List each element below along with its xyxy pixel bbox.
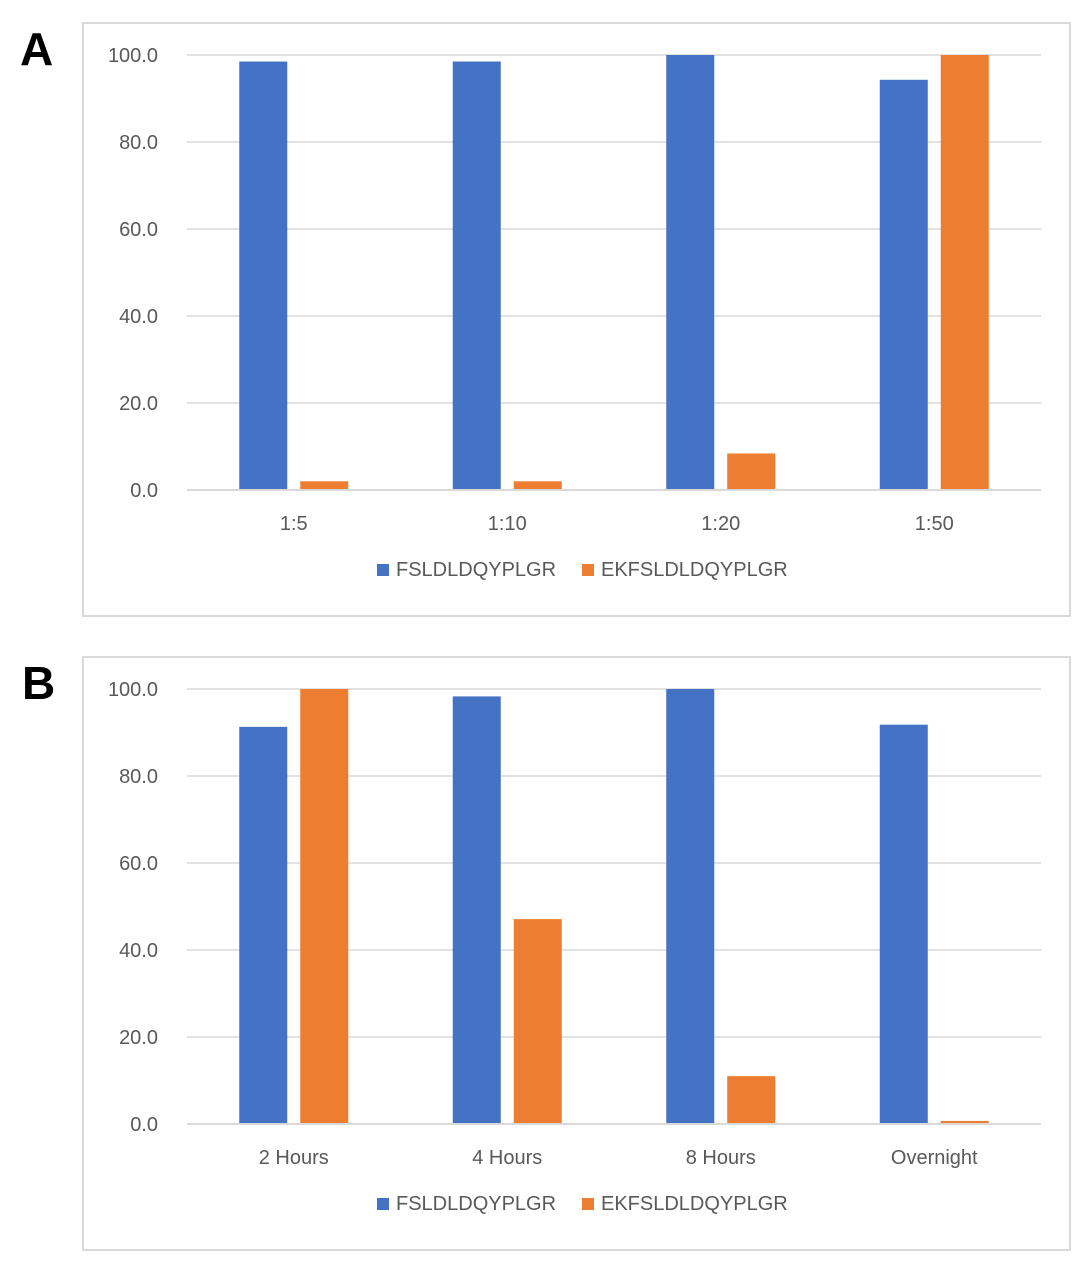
y-tick-label: 0.0 <box>130 480 158 502</box>
legend-swatch <box>582 1198 594 1210</box>
bar-fsldldqyplgr-2 <box>666 55 715 490</box>
y-axis-labels-b: 0.0 20.0 40.0 60.0 80.0 100.0 <box>108 679 158 1136</box>
legend-label: EKFSLDLDQYPLGR <box>601 559 788 581</box>
x-category-label: 1:20 <box>701 513 740 535</box>
bar-ekfsldldqyplgr-1 <box>513 481 562 490</box>
x-category-label: 2 Hours <box>259 1147 329 1169</box>
y-tick-label: 40.0 <box>119 306 158 328</box>
y-axis-labels-a: 0.0 20.0 40.0 60.0 80.0 100.0 <box>108 45 158 502</box>
bar-ekfsldldqyplgr-3 <box>940 55 989 490</box>
bar-ekfsldldqyplgr-3 <box>940 1120 989 1124</box>
legend-label: EKFSLDLDQYPLGR <box>601 1193 788 1215</box>
y-tick-label: 40.0 <box>119 940 158 962</box>
panel-label-b: B <box>22 657 56 709</box>
legend-swatch <box>377 1198 389 1210</box>
panel-label-a: A <box>20 23 54 75</box>
bar-fsldldqyplgr-3 <box>879 79 928 491</box>
legend-b: FSLDLDQYPLGR EKFSLDLDQYPLGR <box>377 1193 788 1215</box>
y-tick-label: 20.0 <box>119 1027 158 1049</box>
bars-b <box>239 689 989 1124</box>
legend-label: FSLDLDQYPLGR <box>396 1193 556 1215</box>
legend-swatch <box>377 564 389 576</box>
bar-ekfsldldqyplgr-1 <box>513 919 562 1124</box>
chart-frame-a: 0.0 20.0 40.0 60.0 80.0 100.0 1:5 1:10 1:20 1:50 F… <box>82 22 1071 617</box>
chart-a-svg: 0.0 20.0 40.0 60.0 80.0 100.0 1:5 1:10 1:20 1:50 F… <box>108 45 1041 581</box>
y-tick-label: 20.0 <box>119 393 158 415</box>
bar-fsldldqyplgr-3 <box>879 724 928 1124</box>
chart-frame-b: 0.0 20.0 40.0 60.0 80.0 100.0 2 Hours 4 Hours 8 … <box>82 656 1071 1251</box>
y-tick-label: 60.0 <box>119 219 158 241</box>
x-category-label: 1:50 <box>915 513 954 535</box>
x-category-label: 4 Hours <box>472 1147 542 1169</box>
x-category-label: 8 Hours <box>686 1147 756 1169</box>
y-tick-label: 0.0 <box>130 1114 158 1136</box>
y-tick-label: 80.0 <box>119 132 158 154</box>
y-tick-label: 60.0 <box>119 853 158 875</box>
y-tick-label: 100.0 <box>108 45 158 67</box>
chart-b-svg: 0.0 20.0 40.0 60.0 80.0 100.0 2 Hours 4 Hours 8 … <box>108 679 1041 1215</box>
legend-a: FSLDLDQYPLGR EKFSLDLDQYPLGR <box>377 559 788 581</box>
bars-a <box>239 55 989 491</box>
x-category-label: 1:5 <box>280 513 308 535</box>
bar-ekfsldldqyplgr-0 <box>300 689 349 1124</box>
bar-ekfsldldqyplgr-2 <box>727 1076 776 1124</box>
bar-ekfsldldqyplgr-2 <box>727 453 776 490</box>
bar-ekfsldldqyplgr-0 <box>300 481 349 490</box>
legend-label: FSLDLDQYPLGR <box>396 559 556 581</box>
y-tick-label: 100.0 <box>108 679 158 701</box>
bar-fsldldqyplgr-0 <box>239 726 288 1124</box>
legend-swatch <box>582 564 594 576</box>
bar-fsldldqyplgr-1 <box>452 61 501 491</box>
x-category-label: 1:10 <box>488 513 527 535</box>
y-tick-label: 80.0 <box>119 766 158 788</box>
bar-fsldldqyplgr-2 <box>666 689 715 1124</box>
x-category-label: Overnight <box>891 1147 978 1169</box>
bar-fsldldqyplgr-1 <box>452 696 501 1124</box>
bar-fsldldqyplgr-0 <box>239 61 288 491</box>
